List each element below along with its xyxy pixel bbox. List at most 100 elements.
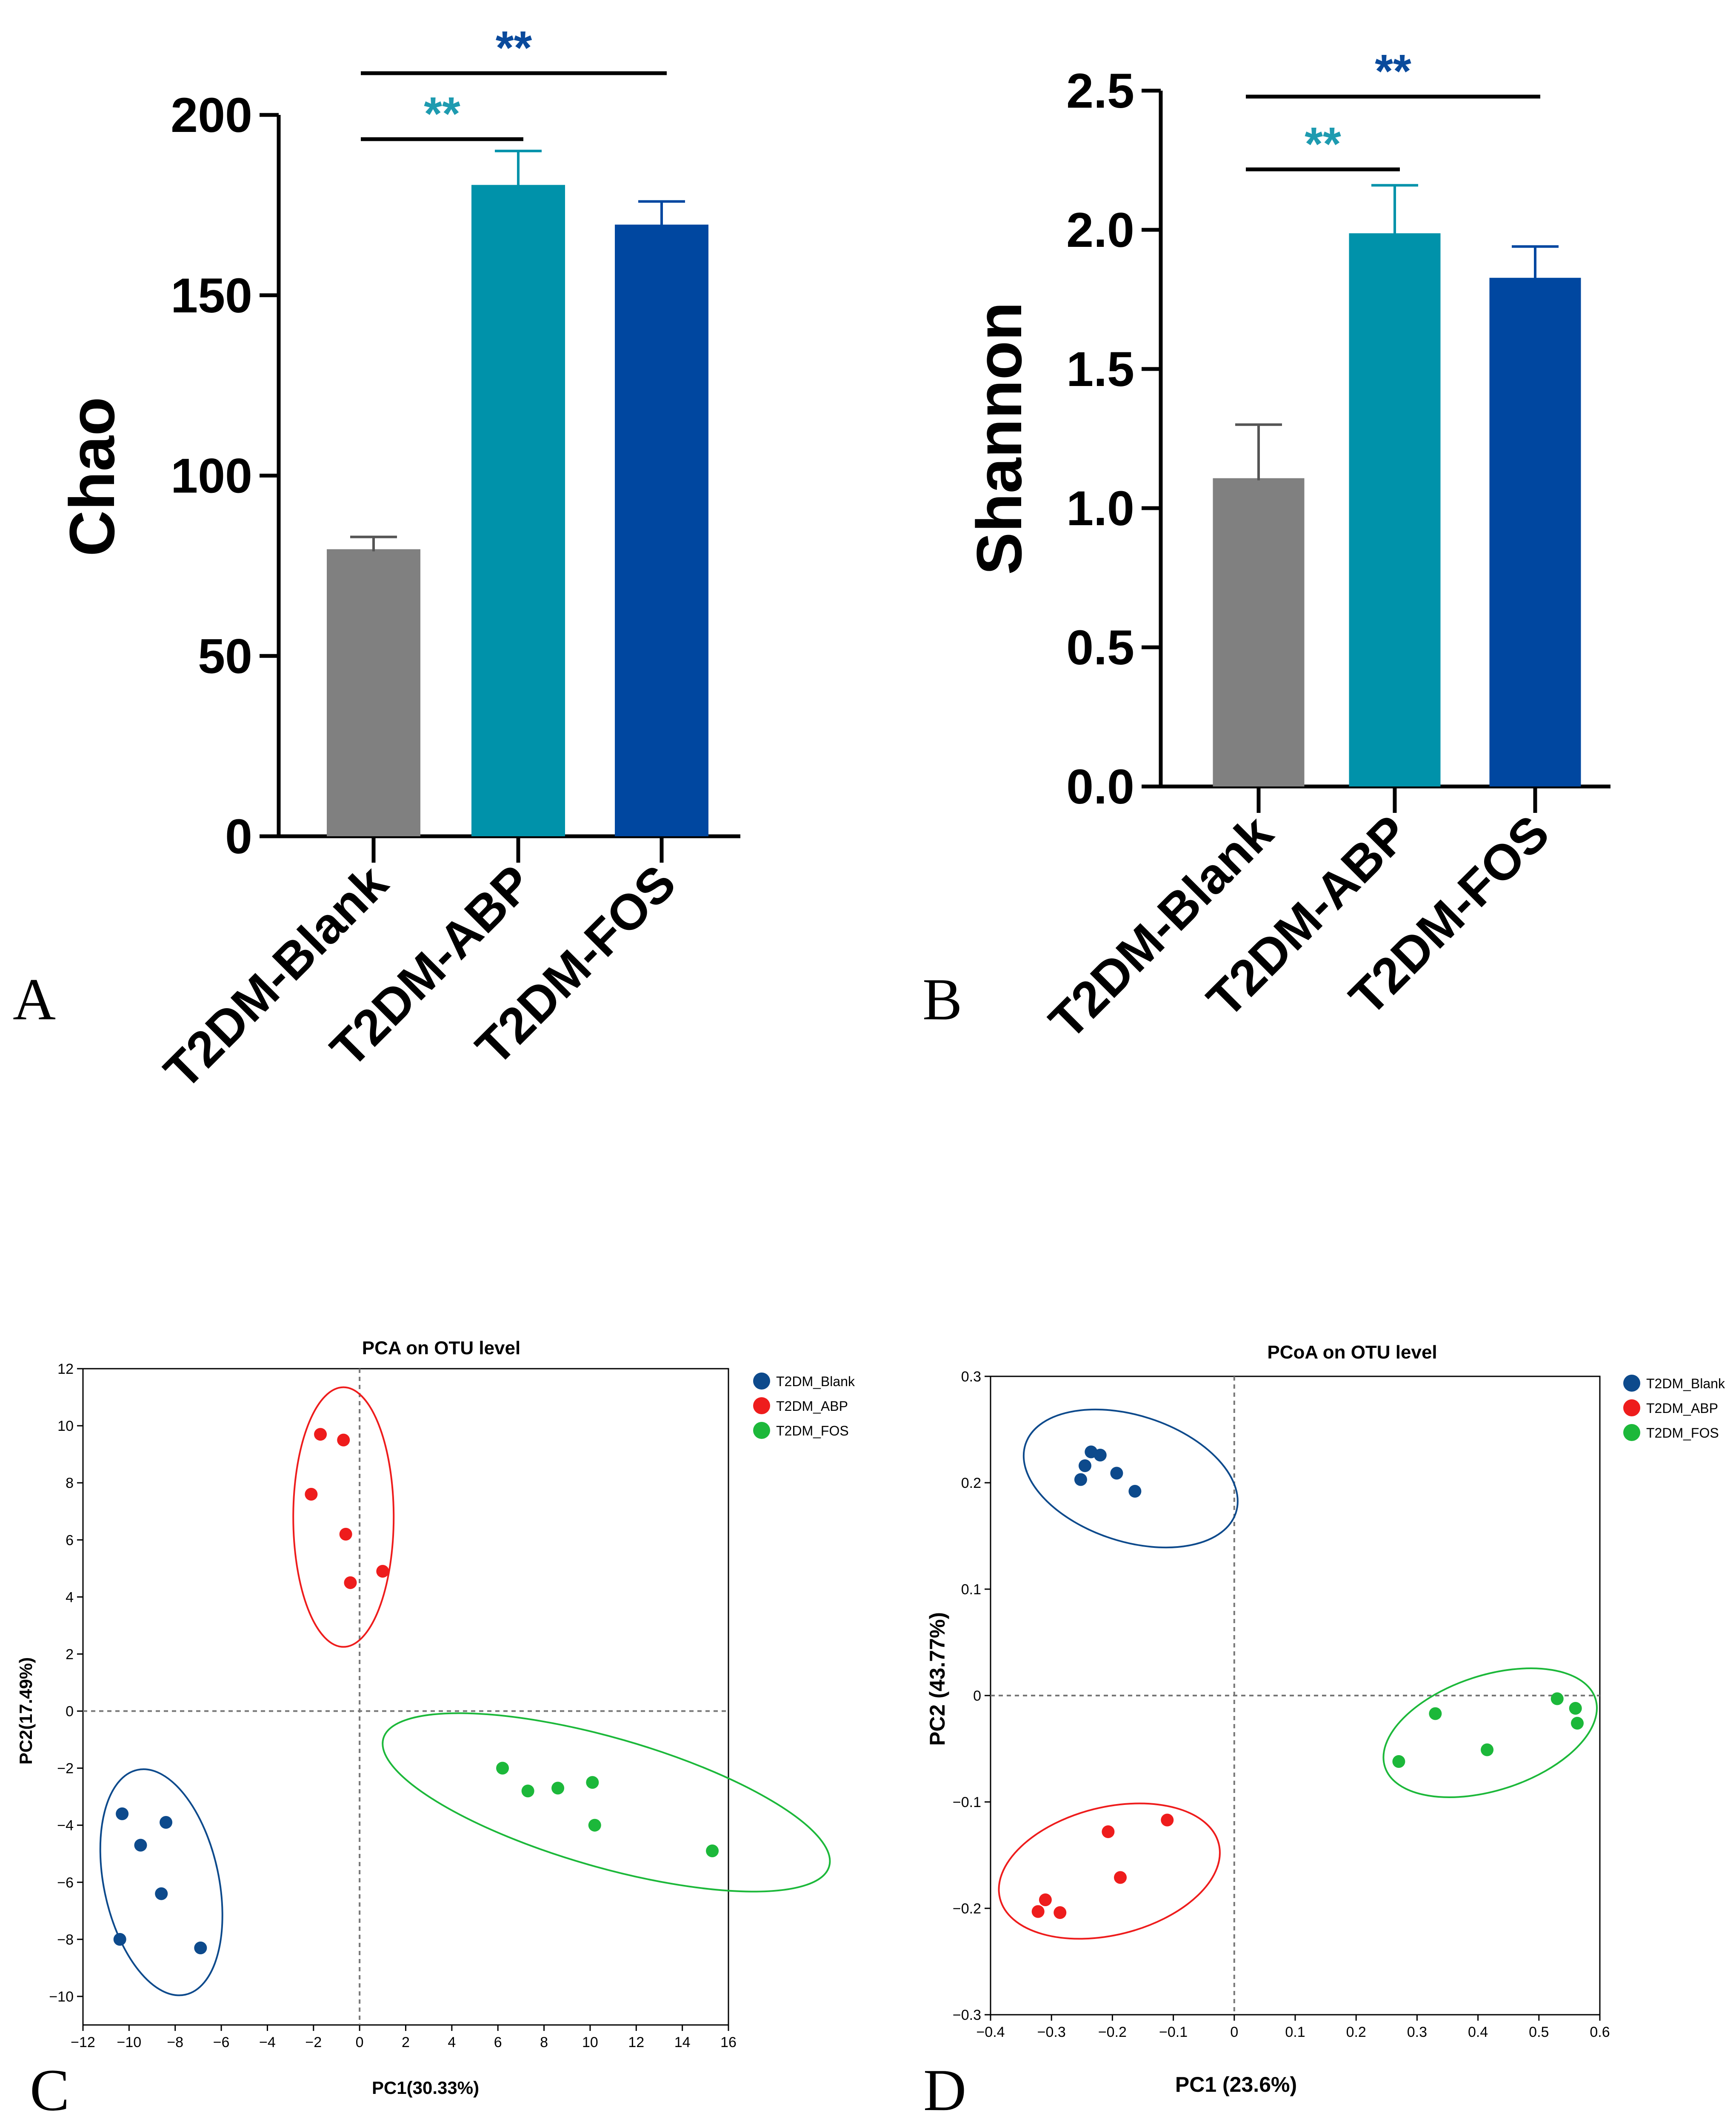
panel-c-point-t2dm_abp [376,1565,389,1578]
panel-d-x-axis-label: PC1 (23.6%) [1175,2073,1297,2096]
panel-d-point-t2dm_blank [1094,1449,1107,1461]
panel-a-y-tick-label: 50 [198,629,252,683]
panel-c-y-tick-label: −8 [57,1932,74,1948]
panel-c-legend-label: T2DM_ABP [776,1398,848,1414]
panel-c-point-t2dm_blank [116,1807,129,1820]
panel-c-title: PCA on OTU level [362,1338,520,1358]
panel-d-x-tick-label: −0.1 [1159,2024,1188,2040]
panel-d-point-t2dm_blank [1078,1459,1091,1472]
panel-d-point-t2dm_abp [1161,1813,1174,1827]
panel-c-y-tick-label: 10 [57,1418,74,1434]
panel-c-legend-marker [753,1373,770,1390]
panel-d-legend-marker [1623,1375,1640,1392]
panel-c-x-tick-label: 16 [720,2034,737,2050]
panel-c-x-tick-label: −4 [259,2034,276,2050]
panel-c-y-tick-label: 2 [66,1646,74,1662]
panel-c-y-tick-label: 0 [66,1704,74,1720]
panel-c-x-tick-label: −6 [213,2034,230,2050]
panel-b-y-tick-label: 0.0 [1066,760,1134,814]
panel-c-point-t2dm_fos [551,1782,565,1795]
panel-c-legend-marker [753,1422,770,1439]
panel-c-point-t2dm_fos [586,1776,599,1789]
panel-a-y-tick-label: 200 [171,88,252,143]
panel-c-x-tick-label: 8 [540,2034,548,2050]
panel-b-y-tick-label: 2.0 [1066,203,1134,257]
panel-c-y-tick-label: −10 [49,1989,74,2005]
panel-d-point-t2dm_fos [1550,1692,1564,1705]
panel-c-legend-marker [753,1397,770,1414]
panel-d-x-tick-label: 0.3 [1407,2024,1427,2040]
panel-a-significance-label: ** [424,88,460,140]
panel-d-y-tick-label: −0.3 [953,2007,981,2023]
panel-d-point-t2dm_blank [1074,1473,1087,1486]
panel-c-point-t2dm_fos [588,1819,601,1832]
panel-d-x-tick-label: 0.1 [1285,2024,1305,2040]
panel-d-legend-marker [1623,1399,1640,1416]
panel-d-title: PCoA on OTU level [1267,1342,1437,1363]
panel-letter-c: C [30,2057,69,2119]
panel-c-point-t2dm_abp [339,1527,352,1541]
panel-c-point-t2dm_abp [314,1428,327,1441]
panel-d-legend-label: T2DM_FOS [1646,1425,1719,1441]
panel-d-x-tick-label: 0.4 [1468,2024,1488,2040]
panel-d-x-tick-label: −0.4 [976,2024,1005,2040]
panel-c-legend-label: T2DM_Blank [776,1374,855,1389]
panel-b-significance-label: ** [1375,45,1411,97]
panel-c-x-tick-label: −12 [71,2034,95,2050]
panel-d-y-tick-label: −0.1 [953,1794,981,1810]
panel-d-point-t2dm_fos [1481,1743,1494,1756]
panel-d-point-t2dm_fos [1392,1755,1405,1768]
panel-c-pca-scatter: PCA on OTU level PC1(30.33%) PC2(17.49%)… [16,1338,855,2098]
panel-c-y-tick-label: 6 [66,1532,74,1548]
panel-c-point-t2dm_fos [706,1844,719,1858]
panel-d-y-tick-label: 0.3 [961,1369,981,1385]
panel-c-x-axis-label: PC1(30.33%) [372,2078,479,2098]
panel-c-y-tick-label: −6 [57,1875,74,1891]
panel-b-y-tick-label: 1.0 [1066,481,1134,536]
panel-c-x-tick-label: 4 [448,2034,456,2050]
panel-d-legend-label: T2DM_Blank [1646,1376,1725,1391]
panel-c-legend-label: T2DM_FOS [776,1423,849,1438]
panel-c-x-tick-label: −2 [305,2034,322,2050]
panel-b-y-axis-label: Shannon [963,302,1035,575]
panel-c-x-tick-label: −8 [167,2034,183,2050]
panel-a-bar-t2dm-fos [615,226,708,836]
panel-c-y-tick-label: −4 [57,1818,74,1834]
panel-b-y-tick-label: 0.5 [1066,621,1134,675]
panel-b-bar-t2dm-blank [1213,480,1305,786]
panel-c-point-t2dm_blank [160,1816,173,1829]
panel-d-y-tick-label: 0.2 [961,1475,981,1491]
panel-c-y-tick-label: −2 [57,1761,74,1777]
panel-a-y-tick-label: 0 [225,809,252,864]
panel-c-x-tick-label: 0 [356,2034,364,2050]
panel-d-point-t2dm_fos [1569,1702,1582,1715]
panel-d-y-tick-label: −0.2 [953,1901,981,1917]
panel-a-y-tick-label: 100 [171,449,252,503]
panel-c-x-tick-label: 10 [582,2034,598,2050]
panel-d-point-t2dm_abp [1054,1906,1067,1919]
panel-c-y-axis-label: PC2(17.49%) [16,1657,36,1764]
panel-d-x-tick-label: 0.5 [1529,2024,1549,2040]
panel-c-x-tick-label: −10 [117,2034,142,2050]
panel-b-significance-label: ** [1305,118,1341,170]
panel-letter-a: A [13,967,56,1032]
panel-d-pcoa-scatter: PCoA on OTU level PC1 (23.6%) PC2 (43.77… [925,1342,1725,2096]
panel-d-x-tick-label: 0 [1230,2024,1238,2040]
panel-d-y-tick-label: 0 [973,1688,981,1704]
panel-c-x-tick-label: 2 [402,2034,410,2050]
panel-c-y-tick-label: 12 [57,1361,74,1377]
panel-d-ellipse-t2dm_abp [998,1802,1221,1940]
panel-d-y-axis-label: PC2 (43.77%) [925,1612,949,1746]
panel-d-point-t2dm_fos [1571,1717,1584,1730]
panel-d-point-t2dm_abp [1102,1825,1115,1838]
panel-b-y-tick-label: 1.5 [1066,342,1134,397]
panel-d-point-t2dm_abp [1039,1893,1052,1906]
panel-a-y-axis-label: Chao [56,397,128,557]
panel-d-point-t2dm_blank [1128,1485,1142,1498]
panel-d-y-tick-label: 0.1 [961,1581,981,1598]
panel-d-legend-marker [1623,1424,1640,1441]
panel-d-legend-label: T2DM_ABP [1646,1401,1718,1416]
panel-c-point-t2dm_blank [113,1933,126,1946]
